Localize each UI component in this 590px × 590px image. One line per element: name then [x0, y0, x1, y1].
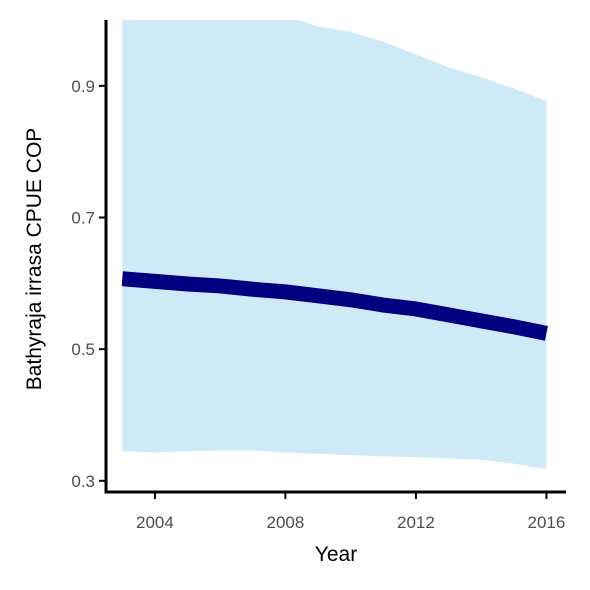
- y-tick-label: 0.9: [71, 77, 95, 96]
- x-tick-label: 2008: [267, 513, 305, 532]
- x-axis-title: Year: [315, 543, 357, 566]
- x-tick-label: 2016: [528, 513, 566, 532]
- y-axis-title: Bathyraja irrasa CPUE COP: [23, 128, 46, 391]
- x-tick-label: 2004: [136, 513, 174, 532]
- y-tick-label: 0.5: [71, 340, 95, 359]
- y-tick-label: 0.7: [71, 208, 95, 227]
- y-tick-label: 0.3: [71, 472, 95, 491]
- confidence-ribbon-0: [122, 20, 547, 469]
- trend-line-0: [121, 271, 548, 341]
- x-tick-label: 2012: [397, 513, 435, 532]
